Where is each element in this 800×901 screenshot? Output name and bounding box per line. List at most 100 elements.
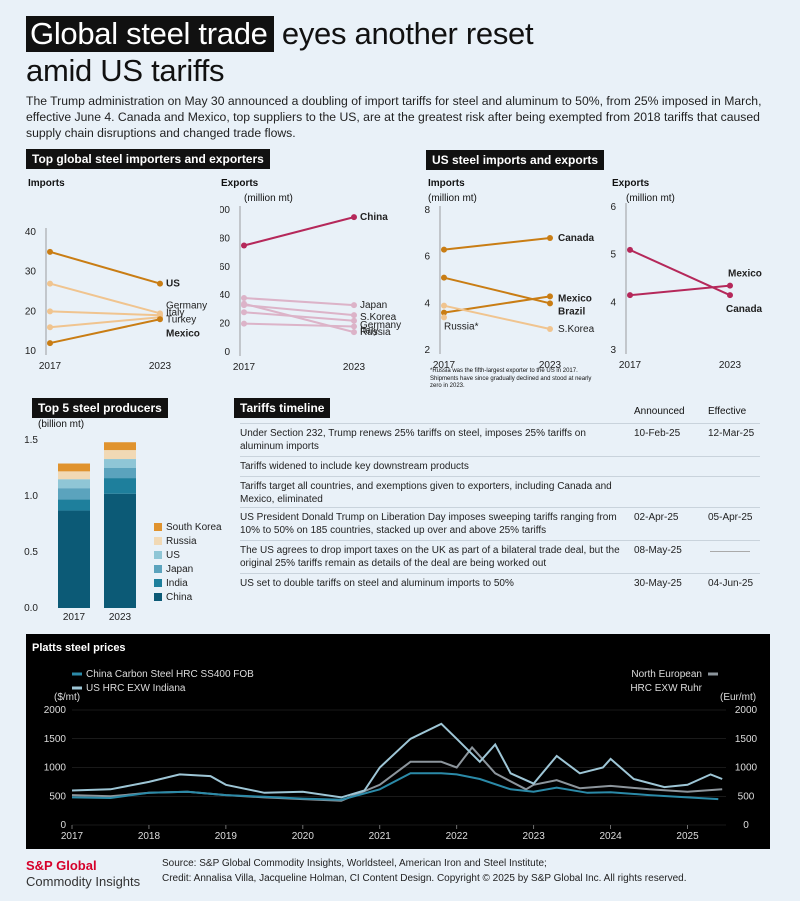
timeline-effective: 12-Mar-25: [708, 428, 755, 439]
timeline-announced: 08-May-25: [634, 545, 682, 556]
legend-label: South Korea: [166, 522, 222, 533]
bar-segment-russia: [58, 471, 90, 480]
us-imports-unit: (million mt): [428, 193, 477, 204]
series-line-japan: [243, 297, 355, 307]
global-exports-chart: 0 20 40 60 80 100 2017 2023 China JapanS.KoreaGer…: [220, 205, 401, 370]
series-point: [351, 329, 357, 336]
x-tick-label: 2017: [619, 360, 642, 370]
series-label: Mexico: [728, 269, 762, 280]
legend-swatch: [154, 579, 162, 587]
series-point: [441, 246, 447, 253]
bar-segment-southkorea: [58, 463, 90, 472]
y-tick-label: 6: [610, 202, 616, 213]
series-point: [351, 302, 357, 309]
timeline-row: US President Donald Trump on Liberation …: [240, 507, 760, 541]
credit-text: Credit: Annalisa Villa, Jacqueline Holma…: [162, 873, 687, 884]
legend-label: China: [166, 592, 193, 603]
series-line-us: [49, 250, 161, 285]
y-tick-label: 20: [220, 319, 230, 330]
bar-segment-us: [58, 479, 90, 489]
x-tick-label: 2021: [369, 831, 392, 842]
x-tick-label: 2017: [433, 360, 456, 370]
bar-segment-southkorea: [104, 442, 136, 451]
y2-tick-label: 2000: [735, 705, 758, 716]
timeline-effective-pending: [710, 551, 750, 552]
y-tick-label: 60: [220, 262, 230, 273]
series-label: S.Korea: [558, 324, 595, 335]
series-point: [727, 282, 733, 289]
series-label: Turkey: [166, 314, 196, 325]
y-tick-label: 1.0: [24, 491, 38, 502]
x-tick-label: 2020: [292, 831, 315, 842]
x-tick-label: 2018: [138, 831, 161, 842]
timeline-desc: US set to double tariffs on steel and al…: [240, 578, 514, 589]
y-tick-label: 20: [25, 306, 37, 317]
series-label: Canada: [558, 233, 595, 244]
page-title-line2: amid US tariffs: [26, 53, 225, 88]
x-tick-label: 2017: [233, 362, 256, 370]
brand-logo: S&P Global: [26, 858, 97, 873]
prices-panel: Platts steel prices 0 0 500 500 1000 1000 1500…: [26, 634, 770, 849]
legend-label: US HRC EXW Indiana: [86, 683, 186, 694]
series-point: [241, 309, 247, 316]
y-tick-label: 6: [424, 252, 430, 263]
series-line-skorea: [243, 304, 355, 317]
series-label: Italy: [360, 325, 378, 336]
legend-label: US: [166, 550, 180, 561]
series-line-turkey: [49, 316, 161, 329]
x-tick-label: 2017: [39, 361, 62, 370]
series-line-germany: [243, 311, 355, 322]
series-line-germany: [49, 282, 161, 315]
y-tick-label: 0.5: [24, 547, 38, 558]
timeline-row: The US agrees to drop import taxes on th…: [240, 540, 760, 574]
series-point: [351, 214, 357, 221]
legend-label: HRC EXW Ruhr: [630, 683, 702, 694]
series-point: [727, 292, 733, 299]
timeline-desc: Under Section 232, Trump renews 25% tari…: [240, 428, 586, 452]
bar-segment-japan: [104, 468, 136, 479]
series-label: Mexico: [558, 293, 592, 304]
y-tick-label: 0: [60, 820, 66, 831]
y-tick-label: 0: [224, 347, 230, 358]
series-label: China: [360, 212, 388, 223]
price-line-0: [71, 772, 719, 801]
price-line-1: [71, 722, 723, 799]
y2-tick-label: 500: [738, 791, 755, 802]
intro-text: The Trump administration on May 30 annou…: [26, 94, 762, 140]
russia-footnote: *Russia was the fifth-largest exporter t…: [430, 368, 592, 389]
timeline-announced: 10-Feb-25: [634, 428, 681, 439]
series-point: [351, 323, 357, 330]
us-exports-title: Exports: [612, 178, 650, 189]
x-tick-label: 2023: [343, 362, 366, 370]
series-label: Canada: [726, 304, 763, 315]
series-label: Mexico: [166, 328, 200, 339]
series-point: [241, 295, 247, 302]
legend-label: Japan: [166, 564, 193, 575]
legend-label: North European: [631, 669, 702, 680]
y-tick-label: 40: [220, 290, 230, 301]
series-point: [47, 280, 53, 287]
bar-segment-japan: [58, 488, 90, 500]
timeline-effective-header: Effective: [708, 406, 747, 417]
page-title: Global steel trade eyes another reset: [26, 16, 534, 52]
y-tick-label: 5: [610, 250, 616, 261]
timeline-announced: 30-May-25: [634, 578, 682, 589]
timeline-row: Tariffs widened to include key downstrea…: [240, 456, 760, 477]
series-point: [351, 312, 357, 319]
y-tick-label: 4: [610, 297, 616, 308]
series-label: Italy: [166, 307, 184, 318]
global-exports-title: Exports: [221, 178, 259, 189]
timeline-desc: The US agrees to drop import taxes on th…: [240, 545, 620, 569]
series-line-canada: [443, 237, 551, 251]
us-imports-title: Imports: [428, 178, 465, 189]
series-point: [351, 317, 357, 324]
bar-segment-china: [104, 493, 136, 608]
series-line-italy: [243, 322, 355, 328]
series-label: Russia: [360, 327, 391, 338]
series-line-china: [243, 216, 355, 247]
timeline-effective: 05-Apr-25: [708, 512, 753, 523]
series-label: Brazil: [558, 306, 585, 317]
series-line-skorea: [443, 304, 551, 330]
x-tick-label: 2025: [676, 831, 699, 842]
